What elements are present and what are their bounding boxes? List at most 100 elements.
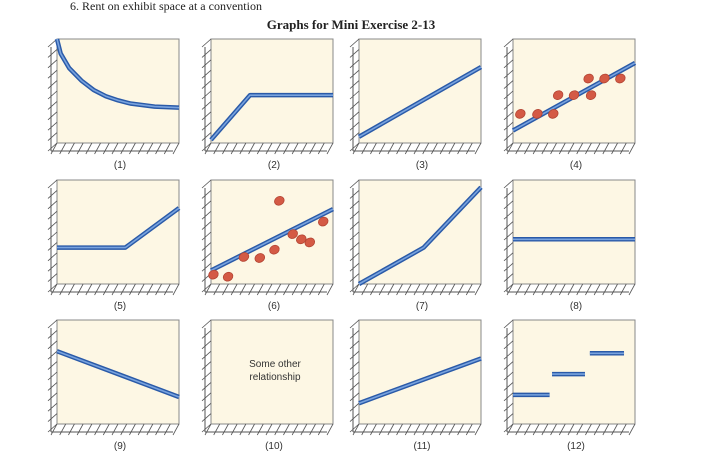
y-tick	[503, 69, 514, 79]
x-tick	[541, 283, 549, 296]
y-tick	[47, 340, 58, 350]
x-tick	[129, 423, 136, 436]
y-tick	[349, 413, 360, 422]
y-tick	[503, 111, 514, 121]
x-tick	[558, 283, 566, 296]
y-tick	[503, 283, 514, 293]
y-tick	[503, 221, 514, 230]
x-tick	[326, 423, 334, 436]
y-tick	[503, 59, 514, 69]
graph-line-highlight	[56, 350, 180, 398]
y-tick	[47, 90, 58, 100]
graph-label: (12)	[567, 441, 585, 452]
y-tick	[201, 350, 212, 360]
graph-svg	[47, 179, 181, 296]
x-tick	[94, 142, 101, 155]
x-tick	[550, 142, 557, 155]
graph-label: (10)	[265, 441, 283, 452]
x-tick	[76, 142, 84, 155]
y-tick	[47, 111, 58, 121]
x-tick	[576, 283, 584, 296]
x-tick	[76, 423, 84, 436]
x-tick	[213, 283, 221, 296]
y-tick	[349, 111, 360, 121]
x-tick	[317, 423, 325, 436]
y-tick	[349, 142, 360, 152]
graph-line-highlight	[358, 186, 482, 285]
y-tick	[47, 392, 58, 402]
x-tick	[585, 283, 592, 296]
x-tick	[576, 423, 584, 436]
graph-text: Some other relationship	[215, 358, 335, 384]
y-tick	[503, 252, 514, 262]
x-tick	[431, 423, 438, 436]
data-point	[585, 90, 597, 100]
y-tick	[201, 121, 212, 131]
y-tick	[47, 371, 58, 381]
x-tick	[439, 423, 447, 436]
x-tick	[404, 283, 412, 296]
x-tick	[378, 423, 386, 436]
graph-panel: (9)	[45, 316, 205, 466]
y-tick	[201, 210, 212, 220]
data-point	[208, 269, 219, 280]
plot-area	[210, 179, 334, 285]
graph-label: (5)	[113, 301, 127, 312]
y-tick	[503, 38, 514, 48]
y-tick	[349, 101, 360, 110]
x-tick	[102, 423, 110, 436]
x-tick	[387, 283, 395, 296]
graph-panel: (11)	[347, 316, 507, 466]
y-tick	[47, 413, 58, 422]
x-tick	[352, 142, 360, 155]
x-tick	[326, 283, 334, 296]
y-tick	[201, 101, 212, 110]
y-tick	[201, 423, 212, 433]
data-point	[269, 244, 280, 255]
x-tick	[619, 142, 627, 155]
y-tick	[503, 190, 514, 199]
x-tick	[146, 423, 154, 436]
y-tick	[503, 142, 514, 152]
x-tick	[172, 423, 180, 436]
y-tick	[349, 69, 360, 79]
y-tick	[503, 350, 514, 360]
y-tick	[349, 361, 360, 370]
x-tick	[274, 142, 282, 155]
y-tick	[503, 179, 514, 189]
y-tick	[503, 132, 514, 141]
graph-svg	[47, 38, 180, 155]
y-tick	[201, 242, 212, 251]
graph-panel: (8)	[501, 176, 661, 326]
x-tick	[239, 423, 247, 436]
y-tick	[201, 190, 212, 199]
graph-label: (4)	[569, 160, 583, 171]
y-tick	[47, 121, 58, 131]
data-point	[568, 90, 580, 100]
x-tick	[352, 423, 360, 436]
y-tick	[201, 179, 212, 189]
x-tick	[465, 423, 473, 436]
y-tick	[201, 80, 212, 89]
x-tick	[541, 423, 549, 436]
x-tick	[515, 142, 523, 155]
y-tick	[503, 90, 514, 100]
graph-label: (6)	[267, 301, 281, 312]
x-tick	[111, 142, 119, 155]
x-tick	[120, 283, 128, 296]
x-tick	[506, 423, 514, 436]
x-tick	[274, 283, 282, 296]
graph-text-line: relationship	[249, 372, 301, 383]
graph-line-highlight	[358, 357, 482, 404]
graph-label: (8)	[569, 301, 583, 312]
x-tick	[59, 142, 67, 155]
graph-panel: (3)	[347, 35, 507, 185]
x-tick	[593, 423, 601, 436]
data-point	[254, 253, 266, 263]
graph-svg	[201, 319, 334, 436]
x-tick	[172, 283, 180, 296]
y-tick	[349, 121, 360, 131]
plot-area	[56, 179, 180, 285]
x-tick	[422, 423, 430, 436]
graph-svg	[349, 319, 482, 436]
